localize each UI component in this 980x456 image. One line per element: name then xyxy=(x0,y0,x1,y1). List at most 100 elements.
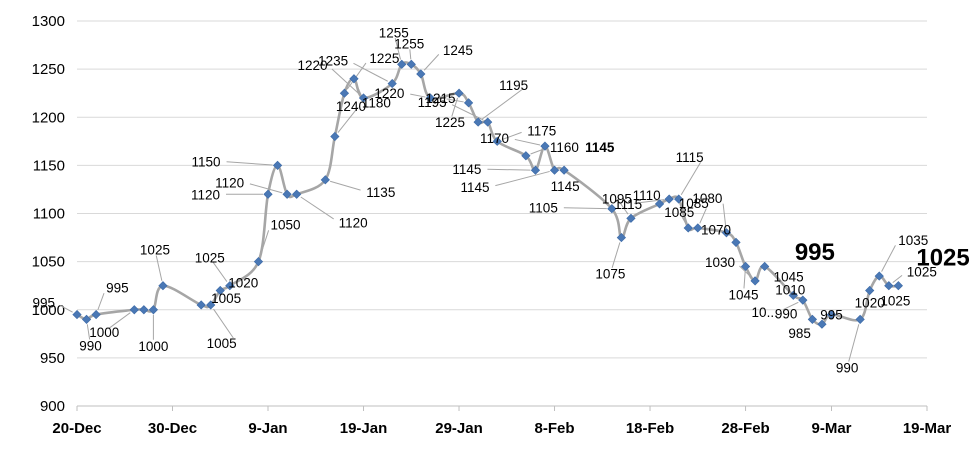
y-tick-label: 1300 xyxy=(32,13,65,30)
label-leader xyxy=(353,62,388,82)
data-label: 1010 xyxy=(775,282,805,297)
data-point xyxy=(72,309,82,320)
data-point xyxy=(272,160,283,170)
label-leader xyxy=(60,305,73,313)
data-label: 995 xyxy=(106,281,129,296)
data-label: 1070 xyxy=(701,222,731,237)
data-point xyxy=(559,165,569,175)
data-point xyxy=(225,281,235,291)
data-point xyxy=(292,189,302,199)
data-label: 1000 xyxy=(138,339,168,354)
label-leader xyxy=(699,208,707,224)
data-point xyxy=(683,223,693,233)
label-leader-lines xyxy=(60,38,903,362)
data-point xyxy=(91,309,101,320)
label-leader xyxy=(619,202,629,215)
label-leader xyxy=(722,203,727,228)
data-point xyxy=(81,314,92,324)
x-axis: 20-Dec 30-Dec 9-Jan 19-Jan 29-Jan 8-Feb 18-Feb… xyxy=(52,405,951,437)
label-leader xyxy=(212,262,228,282)
data-point xyxy=(425,93,435,103)
y-tick-label: 1150 xyxy=(33,157,65,174)
label-leader xyxy=(501,131,522,141)
label-leader xyxy=(300,196,334,220)
data-label: 1145 xyxy=(551,179,580,194)
data-label: 1080 xyxy=(692,191,722,206)
label-leader xyxy=(481,88,524,120)
label-leader xyxy=(97,293,105,311)
data-point xyxy=(139,305,149,315)
data-point xyxy=(215,285,225,296)
data-point xyxy=(884,281,894,291)
data-label: 1105 xyxy=(529,201,558,216)
data-point xyxy=(454,88,464,98)
data-label: 985 xyxy=(788,326,811,341)
data-label: 1240 xyxy=(336,99,366,114)
data-label: 995 xyxy=(820,308,843,323)
label-leader xyxy=(86,324,91,340)
data-label: 995 xyxy=(32,296,55,311)
y-tick-label: 1250 xyxy=(32,61,65,78)
data-point xyxy=(654,199,665,209)
data-label: 1120 xyxy=(191,187,220,202)
data-point xyxy=(826,309,837,320)
data-label: 1220 xyxy=(297,58,327,73)
data-label: 990 xyxy=(775,306,798,321)
x-tick-label: 20-Dec xyxy=(52,420,101,437)
label-leader xyxy=(783,301,799,310)
x-tick-label: 18-Feb xyxy=(626,420,674,437)
data-label: 1145 xyxy=(460,180,489,195)
data-label: 1045 xyxy=(729,287,759,302)
data-label: 1005 xyxy=(207,336,237,351)
data-point xyxy=(521,151,531,161)
data-label: 1255 xyxy=(394,36,424,51)
data-label: 1195 xyxy=(499,78,528,93)
data-point xyxy=(616,232,627,243)
data-point xyxy=(158,281,168,291)
data-point xyxy=(607,204,617,214)
y-tick-label: 1050 xyxy=(32,254,65,271)
data-point xyxy=(129,305,139,315)
data-label: 1020 xyxy=(228,276,258,291)
annotation-label: 1025 xyxy=(916,245,969,272)
data-label: 1120 xyxy=(215,175,244,190)
data-label: 1025 xyxy=(195,251,225,266)
data-label: 1085 xyxy=(679,196,709,211)
data-label: 1235 xyxy=(318,54,348,69)
label-leader xyxy=(495,170,550,187)
data-point xyxy=(483,117,493,127)
y-axis: 900 950 1000 1050 1100 1150 1200 1250 1300 xyxy=(32,13,65,415)
data-point xyxy=(206,300,216,310)
data-label: 1075 xyxy=(595,267,625,282)
data-label: 1045 xyxy=(774,269,804,284)
x-tick-label: 28-Feb xyxy=(721,420,769,437)
data-point xyxy=(865,285,875,296)
label-leader xyxy=(410,93,426,98)
data-point xyxy=(530,165,541,175)
data-point xyxy=(798,295,808,305)
label-leader xyxy=(249,183,283,194)
data-point xyxy=(721,228,732,238)
label-leader xyxy=(451,104,484,121)
y-tick-label: 950 xyxy=(40,350,65,367)
y-tick-label: 1000 xyxy=(32,302,65,319)
data-label: 1180 xyxy=(362,96,391,111)
data-point xyxy=(807,314,818,324)
label-leader xyxy=(881,245,896,272)
data-point xyxy=(416,69,426,79)
data-label: 1170 xyxy=(480,131,509,146)
data-label: 1215 xyxy=(426,91,456,106)
label-leader xyxy=(108,312,131,329)
data-label: 1025 xyxy=(907,265,937,280)
data-label: 1225 xyxy=(369,51,399,66)
data-point xyxy=(626,213,636,223)
x-tick-label: 8-Feb xyxy=(535,420,575,437)
label-leader xyxy=(331,68,361,95)
data-label: 1085 xyxy=(664,205,694,220)
data-point xyxy=(693,223,703,233)
data-points xyxy=(72,59,903,329)
data-label: 990 xyxy=(79,338,102,353)
data-point xyxy=(540,141,550,151)
data-point xyxy=(320,175,330,185)
label-leader xyxy=(329,180,361,191)
